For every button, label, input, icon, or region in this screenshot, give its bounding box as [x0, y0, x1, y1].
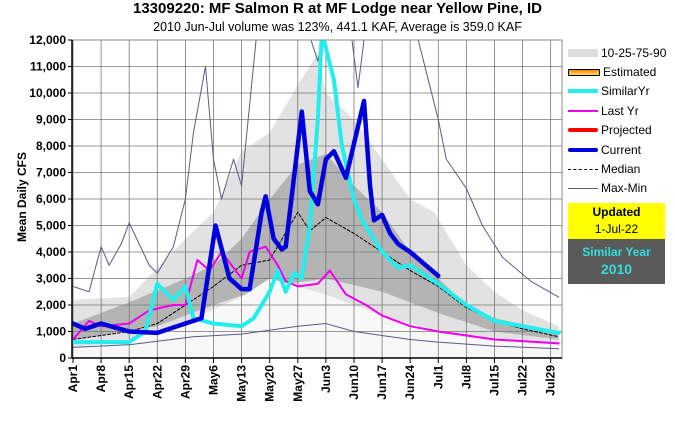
x-tick-label: Jun17 [375, 365, 389, 400]
y-tick-label: 8,000 [36, 139, 66, 153]
updated-box: Updated 1-Jul-22 [568, 203, 665, 239]
series-max-min [72, 40, 560, 298]
series-max-min-low [72, 323, 560, 350]
x-tick-label: Apr8 [94, 365, 108, 393]
legend-label: Last Yr [601, 103, 639, 118]
x-tick-label: May13 [235, 365, 249, 402]
legend: 10-25-75-90 Estimated SimilarYr Last Yr … [568, 43, 673, 198]
legend-label: Estimated [603, 65, 657, 80]
updated-label: Updated [592, 205, 641, 219]
y-tick-label: 9,000 [36, 113, 66, 127]
x-tick-label: May20 [263, 365, 277, 402]
plot-content [72, 40, 562, 358]
legend-similar: SimilarYr [568, 82, 673, 101]
chart-title: 13309220: MF Salmon R at MF Lodge near Y… [132, 0, 542, 17]
y-tick-label: 6,000 [36, 192, 66, 206]
chart-subtitle: 2010 Jun-Jul volume was 123%, 441.1 KAF,… [153, 20, 522, 34]
x-tick-label: Jul29 [544, 365, 558, 396]
similar-year-value: 2010 [600, 261, 633, 277]
y-tick-label: 0 [59, 351, 66, 365]
legend-maxmin: Max-Min [568, 179, 673, 198]
y-tick-label: 7,000 [36, 166, 66, 180]
band-p25-p75 [73, 153, 559, 358]
series-current [72, 98, 441, 336]
similar-year-label: Similar Year [582, 245, 651, 259]
y-tick-label: 5,000 [36, 219, 66, 233]
x-tick-label: Jul22 [516, 365, 530, 396]
x-tick-label: Apr1 [66, 365, 80, 393]
y-tick-label: 4,000 [36, 245, 66, 259]
x-tick-label: Apr29 [178, 365, 192, 399]
legend-projected: Projected [568, 121, 673, 140]
x-tick-label: Jun10 [347, 365, 361, 400]
x-tick-label: May27 [291, 365, 305, 402]
legend-label: SimilarYr [601, 84, 650, 99]
y-tick-label: 3,000 [36, 272, 66, 286]
updated-date: 1-Jul-22 [594, 222, 639, 236]
legend-label: Median [601, 162, 641, 177]
y-tick-label: 12,000 [29, 33, 66, 47]
legend-current: Current [568, 140, 673, 159]
legend-label: Current [601, 142, 642, 157]
y-tick-label: 11,000 [30, 60, 66, 74]
x-tick-label: Jul15 [487, 365, 501, 396]
x-tick-label: Jul1 [431, 365, 445, 389]
x-tick-label: Apr15 [122, 365, 136, 399]
y-tick-label: 1,000 [36, 325, 66, 339]
series-similaryr [72, 40, 561, 345]
x-tick-label: May6 [206, 365, 220, 395]
x-tick-label: Jul8 [459, 365, 473, 389]
y-tick-label: 2,000 [36, 298, 66, 312]
legend-lastyr: Last Yr [568, 101, 673, 120]
x-tick-label: Jun24 [403, 365, 417, 400]
legend-median: Median [568, 159, 673, 178]
legend-bands: 10-25-75-90 [568, 43, 673, 62]
band-below-p10 [73, 278, 559, 358]
x-tick-label: Jun3 [319, 365, 333, 393]
legend-estimated: Estimated [568, 62, 673, 81]
legend-label: 10-25-75-90 [601, 45, 667, 60]
y-tick-label: 10,000 [29, 86, 66, 100]
legend-label: Projected [601, 123, 652, 138]
x-tick-label: Apr22 [150, 365, 164, 399]
legend-label: Max-Min [601, 181, 648, 196]
similar-year-box: Similar Year 2010 [568, 239, 665, 284]
